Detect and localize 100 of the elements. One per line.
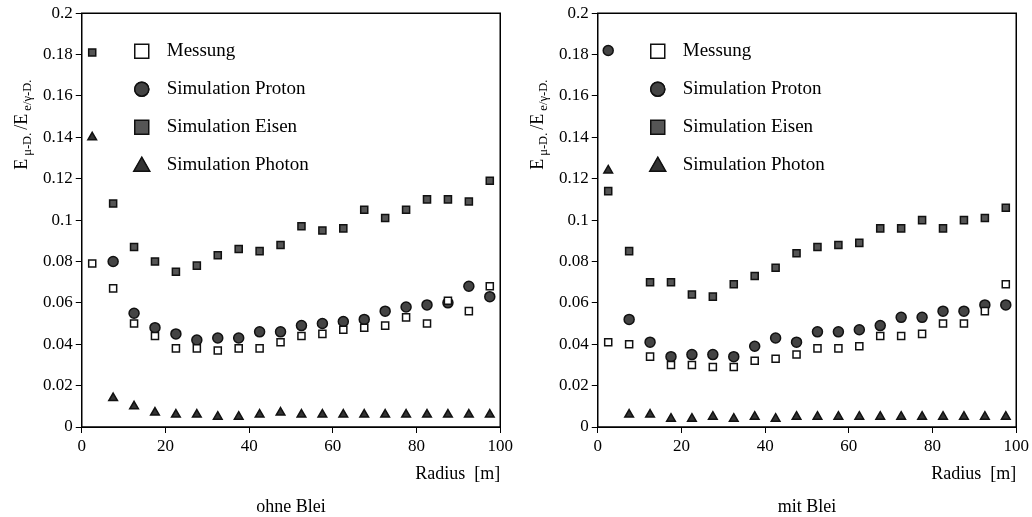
point bbox=[707, 348, 719, 361]
point bbox=[296, 408, 307, 418]
point bbox=[937, 410, 949, 420]
legend-label: Messung bbox=[682, 39, 752, 61]
legend-label: Simulation Proton bbox=[166, 77, 307, 99]
x-tick-label: 80 bbox=[924, 435, 942, 455]
y-tick-label: 0.08 bbox=[559, 250, 589, 270]
point bbox=[749, 410, 760, 420]
point bbox=[834, 344, 843, 353]
point bbox=[464, 306, 474, 316]
y-tick-label: 0.02 bbox=[43, 375, 73, 395]
point bbox=[603, 186, 613, 196]
point bbox=[603, 164, 614, 174]
point bbox=[359, 408, 370, 418]
point bbox=[129, 319, 139, 328]
point bbox=[170, 328, 182, 340]
point bbox=[316, 317, 329, 330]
y-tick-label: 0.14 bbox=[43, 126, 74, 146]
legend-label: Simulation Photon bbox=[682, 153, 826, 175]
point bbox=[874, 319, 886, 332]
point bbox=[624, 246, 634, 256]
y-axis-title: Eμ-D./Ee/γ-D. bbox=[526, 79, 550, 170]
point bbox=[790, 336, 803, 348]
point bbox=[687, 360, 697, 370]
point bbox=[276, 337, 285, 347]
point bbox=[645, 352, 655, 361]
point bbox=[769, 332, 782, 344]
point bbox=[665, 412, 677, 422]
point bbox=[234, 244, 243, 254]
point bbox=[771, 354, 780, 364]
point bbox=[812, 410, 823, 420]
point bbox=[129, 242, 139, 252]
y-tick-label: 0.12 bbox=[43, 168, 73, 188]
point bbox=[644, 408, 656, 418]
x-tick-label: 20 bbox=[156, 435, 174, 455]
point bbox=[379, 305, 391, 317]
point bbox=[401, 313, 411, 322]
point bbox=[938, 319, 948, 328]
point bbox=[253, 326, 266, 338]
point bbox=[748, 340, 761, 353]
point bbox=[318, 329, 327, 339]
point bbox=[255, 344, 264, 353]
point bbox=[750, 356, 759, 366]
point bbox=[708, 292, 718, 301]
point bbox=[624, 408, 635, 418]
point bbox=[380, 321, 390, 330]
text: ohne Blei bbox=[256, 496, 326, 516]
point bbox=[1000, 410, 1011, 420]
point bbox=[792, 248, 801, 258]
point bbox=[212, 332, 224, 344]
point bbox=[916, 311, 928, 324]
point bbox=[602, 44, 614, 57]
point bbox=[484, 290, 496, 303]
point bbox=[813, 242, 822, 252]
x-tick-label: 40 bbox=[756, 435, 774, 455]
point bbox=[192, 261, 202, 270]
point bbox=[213, 250, 223, 260]
y-tick-label: 0.1 bbox=[567, 209, 589, 229]
point bbox=[421, 299, 433, 311]
y-axis-title: Eμ-D./Ee/γ-D. bbox=[10, 79, 34, 170]
point bbox=[297, 222, 306, 231]
y-tick-label: 0 bbox=[580, 416, 589, 436]
point bbox=[980, 213, 990, 223]
point bbox=[791, 410, 802, 420]
point bbox=[750, 271, 759, 281]
point bbox=[1000, 299, 1012, 311]
point bbox=[150, 257, 160, 266]
point bbox=[687, 290, 697, 299]
point bbox=[834, 240, 843, 250]
point bbox=[1001, 279, 1011, 289]
point bbox=[979, 410, 990, 420]
point bbox=[917, 215, 927, 225]
y-tick-label: 0.04 bbox=[43, 333, 74, 353]
point bbox=[380, 408, 391, 418]
point bbox=[917, 410, 928, 420]
y-tick-label: 0.1 bbox=[51, 209, 73, 229]
point bbox=[463, 408, 474, 418]
point bbox=[212, 410, 223, 420]
point bbox=[275, 406, 286, 416]
x-axis-title: Radius [m] bbox=[931, 462, 1017, 483]
x-tick-label: 60 bbox=[324, 435, 342, 455]
point bbox=[149, 406, 161, 416]
x-tick-label: 100 bbox=[487, 435, 513, 455]
text: mit Blei bbox=[777, 496, 837, 516]
point bbox=[729, 362, 739, 372]
point bbox=[603, 337, 613, 347]
point bbox=[274, 326, 287, 338]
point bbox=[108, 392, 119, 402]
legend-label: Simulation Eisen bbox=[166, 115, 298, 137]
point bbox=[917, 329, 927, 339]
point bbox=[421, 408, 433, 418]
point bbox=[108, 199, 118, 208]
point bbox=[318, 226, 327, 235]
legend-label: Simulation Photon bbox=[166, 153, 310, 175]
x-tick-label: 80 bbox=[408, 435, 426, 455]
point bbox=[234, 344, 243, 353]
y-tick-label: 0.18 bbox=[43, 44, 73, 64]
x-tick-label: 60 bbox=[840, 435, 858, 455]
point bbox=[624, 339, 634, 349]
y-tick-label: 0.04 bbox=[559, 333, 590, 353]
